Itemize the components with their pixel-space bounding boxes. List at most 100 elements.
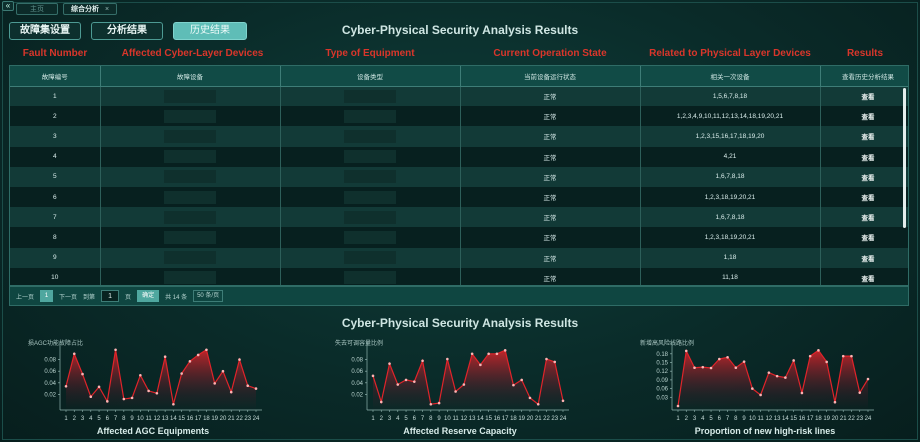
svg-text:5: 5 bbox=[404, 416, 408, 422]
cell-fault-device bbox=[100, 267, 281, 285]
cell-fault-number: 7 bbox=[10, 207, 101, 228]
cell-device-type bbox=[280, 207, 461, 228]
pagination: 上一页 1 下一页 到第 页 确定 共 14 条 50 条/页 bbox=[9, 286, 909, 306]
cell-fault-device bbox=[100, 86, 281, 107]
cell-related-devices: 1,2,3,18,19,20,21 bbox=[640, 227, 821, 248]
page-size-select[interactable]: 50 条/页 bbox=[193, 290, 224, 302]
svg-text:0.02: 0.02 bbox=[351, 392, 363, 398]
line-chart-agc: 0.020.040.060.081 2 3 4 5 6 7 8 9 10 11 12 13 14 15 16 1… bbox=[44, 342, 262, 422]
svg-text:13: 13 bbox=[469, 416, 476, 422]
svg-text:21: 21 bbox=[535, 416, 542, 422]
view-button[interactable]: 查看 bbox=[820, 86, 908, 107]
view-button[interactable]: 查看 bbox=[820, 146, 908, 167]
line-chart-high-risk: 0.030.060.090.120.150.181 2 3 4 5 6 7 8 9 10 11 12 1… bbox=[656, 342, 874, 422]
cell-state: 正常 bbox=[460, 126, 641, 147]
svg-text:1: 1 bbox=[64, 416, 68, 422]
redacted-type bbox=[344, 230, 396, 244]
redacted-type bbox=[344, 89, 396, 103]
prev-page-button[interactable]: 上一页 bbox=[16, 294, 35, 301]
view-button[interactable]: 查看 bbox=[820, 227, 908, 248]
tab-label: 综合分析 bbox=[70, 6, 99, 13]
cell-state: 正常 bbox=[460, 207, 641, 228]
cell-state: 正常 bbox=[460, 86, 641, 107]
svg-text:0.08: 0.08 bbox=[44, 358, 56, 364]
history-results-button[interactable]: 历史结果 bbox=[173, 22, 247, 40]
cell-related-devices: 1,2,3,15,16,17,18,19,20 bbox=[640, 126, 821, 147]
chart-ylabel: 失去可调容量比例 bbox=[335, 341, 384, 347]
cell-related-devices: 1,6,7,8,18 bbox=[640, 166, 821, 187]
svg-text:11: 11 bbox=[452, 416, 459, 422]
cell-fault-number: 9 bbox=[10, 247, 101, 268]
table-scrollbar[interactable] bbox=[903, 88, 906, 228]
svg-text:15: 15 bbox=[485, 416, 492, 422]
svg-text:15: 15 bbox=[790, 416, 797, 422]
redacted-type bbox=[344, 129, 396, 143]
tab-home[interactable]: 主页 bbox=[16, 3, 58, 15]
view-button[interactable]: 查看 bbox=[820, 247, 908, 268]
svg-text:20: 20 bbox=[832, 416, 839, 422]
view-button[interactable]: 查看 bbox=[820, 106, 908, 127]
col-history-results[interactable]: 查看历史分析结果 bbox=[820, 66, 908, 87]
svg-text:22: 22 bbox=[543, 416, 550, 422]
chart-xtitle: Affected Reserve Capacity bbox=[403, 426, 517, 436]
collapse-icon[interactable]: « bbox=[2, 1, 14, 11]
cell-state: 正常 bbox=[460, 186, 641, 208]
view-button[interactable]: 查看 bbox=[820, 267, 908, 285]
cell-fault-device bbox=[100, 126, 281, 147]
goto-page-input[interactable] bbox=[101, 290, 120, 302]
redacted-device bbox=[164, 109, 216, 123]
total-count: 共 14 条 bbox=[165, 294, 188, 301]
cell-device-type bbox=[280, 146, 461, 167]
table-header-row: 故障编号 故障设备 设备类型 当前设备运行状态 相关一次设备 查看历史分析结果 bbox=[10, 66, 908, 87]
view-button[interactable]: 查看 bbox=[820, 166, 908, 187]
en-heading-physical-devices: Related to Physical Layer Devices bbox=[649, 48, 811, 59]
cell-fault-device bbox=[100, 166, 281, 187]
svg-text:17: 17 bbox=[195, 416, 202, 422]
col-device-type[interactable]: 设备类型 bbox=[280, 66, 461, 87]
col-operation-state[interactable]: 当前设备运行状态 bbox=[460, 66, 641, 87]
svg-text:5: 5 bbox=[97, 416, 101, 422]
svg-text:6: 6 bbox=[718, 416, 722, 422]
svg-text:11: 11 bbox=[145, 416, 152, 422]
chart-agc: 损AGC功能故障占比 0.02 0.04 0.06 0.08 1 2 3 4 5 6 7 8 9 10 11… bbox=[18, 330, 288, 440]
svg-text:7: 7 bbox=[114, 416, 118, 422]
view-button[interactable]: 查看 bbox=[820, 126, 908, 147]
page-number-current[interactable]: 1 bbox=[40, 290, 54, 302]
cell-device-type bbox=[280, 227, 461, 248]
svg-text:0.09: 0.09 bbox=[656, 378, 668, 384]
table-row: 7 正常 1,6,7,8,18 查看 bbox=[10, 207, 908, 228]
en-heading-equipment-type: Type of Equipment bbox=[325, 48, 415, 59]
analysis-results-button[interactable]: 分析结果 bbox=[91, 22, 163, 40]
cell-device-type bbox=[280, 267, 461, 285]
view-button[interactable]: 查看 bbox=[820, 207, 908, 228]
cell-device-type bbox=[280, 86, 461, 107]
col-fault-device[interactable]: 故障设备 bbox=[100, 66, 281, 87]
charts-title: Cyber-Physical Security Analysis Results bbox=[341, 316, 579, 330]
redacted-device bbox=[164, 210, 216, 224]
view-button[interactable]: 查看 bbox=[820, 186, 908, 208]
cell-related-devices: 1,5,6,7,8,18 bbox=[640, 86, 821, 107]
svg-text:9: 9 bbox=[130, 416, 134, 422]
fault-set-button[interactable]: 故障集设置 bbox=[9, 22, 81, 40]
table-row: 1 正常 1,5,6,7,8,18 查看 bbox=[10, 86, 908, 107]
svg-text:12: 12 bbox=[766, 416, 773, 422]
col-fault-number[interactable]: 故障编号 bbox=[10, 66, 101, 87]
table-row: 9 正常 1,18 查看 bbox=[10, 247, 908, 268]
table-row: 6 正常 1,2,3,18,19,20,21 查看 bbox=[10, 186, 908, 208]
svg-text:17: 17 bbox=[807, 416, 814, 422]
cell-fault-number: 2 bbox=[10, 106, 101, 127]
col-related-devices[interactable]: 相关一次设备 bbox=[640, 66, 821, 87]
svg-text:4: 4 bbox=[89, 416, 93, 422]
next-page-button[interactable]: 下一页 bbox=[59, 294, 78, 301]
confirm-button[interactable]: 确定 bbox=[137, 290, 160, 302]
svg-text:13: 13 bbox=[162, 416, 169, 422]
redacted-type bbox=[344, 271, 396, 285]
cell-fault-device bbox=[100, 106, 281, 127]
cell-device-type bbox=[280, 247, 461, 268]
cell-fault-device bbox=[100, 146, 281, 167]
tab-home-label: 主页 bbox=[30, 6, 44, 13]
close-icon[interactable]: × bbox=[104, 6, 110, 13]
chart-xtitle: Affected AGC Equipments bbox=[96, 426, 210, 436]
tab-comprehensive-analysis[interactable]: 综合分析 × bbox=[63, 3, 117, 15]
